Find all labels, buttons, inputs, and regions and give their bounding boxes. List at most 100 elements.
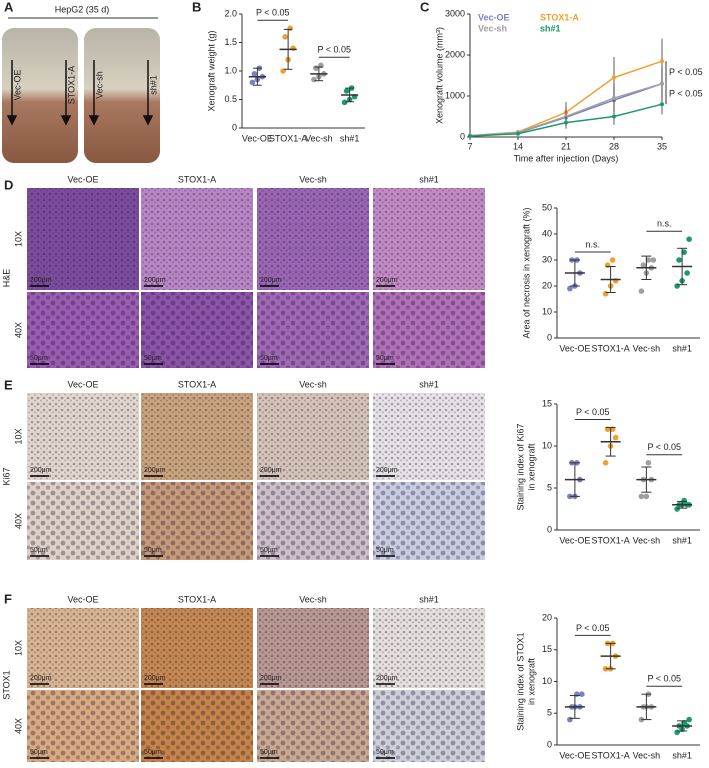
data-point bbox=[645, 460, 652, 466]
micrograph-texture bbox=[257, 188, 369, 290]
data-point bbox=[684, 270, 690, 276]
data-point bbox=[660, 102, 664, 107]
mouse-title: HepG2 (35 d) bbox=[55, 4, 110, 14]
x-tick-label: STOX1-A bbox=[591, 750, 629, 760]
column-header: STOX1-A bbox=[178, 174, 216, 184]
micrograph-texture bbox=[373, 482, 485, 560]
data-point bbox=[602, 291, 609, 297]
panel-letter: F bbox=[4, 591, 12, 606]
data-point bbox=[645, 257, 652, 263]
data-point bbox=[282, 34, 288, 40]
column-header: Vec-sh bbox=[299, 174, 327, 184]
x-tick-label: Vec-OE bbox=[559, 750, 590, 760]
micrograph-texture bbox=[257, 393, 369, 480]
magnification-label: 10X bbox=[13, 428, 23, 444]
x-tick-label: sh#1 bbox=[672, 535, 692, 545]
x-tick-label: STOX1-A bbox=[591, 343, 629, 353]
y-tick-label: 20 bbox=[542, 612, 552, 622]
x-tick-label: STOX1-A bbox=[269, 133, 307, 143]
scale-bar-label: 50μm bbox=[260, 749, 278, 756]
panel-letter: B bbox=[192, 0, 201, 14]
y-tick-label: 0.5 bbox=[224, 94, 237, 104]
x-tick-label: STOX1-A bbox=[591, 535, 629, 545]
data-point bbox=[579, 691, 585, 697]
y-tick-label: 30 bbox=[542, 254, 552, 264]
scale-bar-label: 200μm bbox=[260, 277, 282, 284]
significance-label: n.s. bbox=[657, 219, 672, 229]
y-axis-label: Staining index of STOX1 bbox=[515, 632, 525, 730]
legend-entry: STOX1-A bbox=[540, 12, 579, 22]
y-tick-label: 0 bbox=[547, 739, 552, 749]
column-header: sh#1 bbox=[419, 174, 439, 184]
scale-bar-label: 200μm bbox=[376, 675, 398, 682]
scale-bar-label: 200μm bbox=[144, 467, 166, 474]
y-tick-label: 1.0 bbox=[224, 65, 237, 75]
scale-bar-label: 50μm bbox=[30, 749, 48, 756]
y-tick-label: 5 bbox=[547, 708, 552, 718]
scale-bar-label: 200μm bbox=[144, 277, 166, 284]
stain-label: Ki67 bbox=[1, 467, 11, 485]
scale-bar-label: 200μm bbox=[376, 467, 398, 474]
data-point bbox=[681, 497, 687, 504]
x-tick-label: Vec-OE bbox=[242, 133, 273, 143]
arrows bbox=[6, 60, 154, 126]
column-header: Vec-sh bbox=[299, 594, 327, 604]
column-header: Vec-OE bbox=[67, 379, 98, 389]
scale-bar-label: 50μm bbox=[144, 547, 162, 554]
panel-letter: A bbox=[4, 0, 14, 14]
y-axis-label: Xenograft volume (mm³) bbox=[434, 27, 444, 124]
data-point bbox=[640, 262, 647, 269]
y-tick-label: 2000 bbox=[445, 49, 465, 59]
y-tick-label: 15 bbox=[542, 398, 552, 408]
data-point bbox=[638, 288, 645, 295]
y-tick-label: 2.0 bbox=[224, 8, 237, 18]
x-tick-label: Vec-sh bbox=[633, 750, 661, 760]
data-point bbox=[249, 79, 256, 86]
data-point bbox=[681, 719, 687, 726]
data-point bbox=[650, 257, 657, 263]
scale-bar-label: 50μm bbox=[260, 547, 278, 554]
x-tick-label: Vec-OE bbox=[559, 343, 590, 353]
column-header: sh#1 bbox=[419, 379, 439, 389]
y-tick-label: 0 bbox=[460, 131, 465, 141]
micrograph-texture bbox=[257, 690, 369, 762]
scale-bar-label: 200μm bbox=[30, 675, 52, 682]
scale-bar-label: 50μm bbox=[376, 355, 394, 362]
legend-entry: Vec-sh bbox=[478, 23, 507, 33]
data-point bbox=[676, 257, 682, 263]
mouse-label: Vec-OE bbox=[12, 69, 22, 100]
significance-label: P < 0.05 bbox=[576, 407, 610, 417]
panel-letter: C bbox=[420, 0, 430, 14]
micrograph-texture bbox=[27, 608, 139, 688]
mouse-label: sh#1 bbox=[148, 75, 158, 95]
micrograph-texture bbox=[27, 482, 139, 560]
x-tick-label: 14 bbox=[513, 141, 523, 151]
scale-bar-label: 50μm bbox=[376, 749, 394, 756]
scale-bar-label: 200μm bbox=[260, 467, 282, 474]
scale-bar-label: 50μm bbox=[376, 547, 394, 554]
y-tick-label: 0 bbox=[547, 332, 552, 342]
y-axis-label: Staining index of Ki67 bbox=[515, 423, 525, 510]
data-point bbox=[567, 285, 573, 292]
y-tick-label: 3000 bbox=[445, 8, 465, 18]
scale-bar-label: 200μm bbox=[376, 277, 398, 284]
data-point bbox=[516, 131, 520, 136]
data-point bbox=[612, 114, 616, 119]
scale-bar-label: 200μm bbox=[30, 277, 52, 284]
y-tick-label: 1.5 bbox=[224, 37, 237, 47]
scale-bar-label: 50μm bbox=[260, 355, 278, 362]
micrograph-texture bbox=[27, 292, 139, 368]
mouse-label: Vec-sh bbox=[94, 71, 104, 99]
micrograph-texture bbox=[257, 482, 369, 560]
significance-label: P < 0.05 bbox=[317, 45, 351, 55]
magnification-label: 10X bbox=[13, 231, 23, 247]
column-header: Vec-OE bbox=[67, 594, 98, 604]
column-header: Vec-OE bbox=[67, 174, 98, 184]
data-point bbox=[643, 493, 650, 500]
scale-bar-label: 200μm bbox=[144, 675, 166, 682]
x-tick-label: sh#1 bbox=[340, 133, 360, 143]
y-tick-label: 15 bbox=[542, 644, 552, 654]
x-tick-label: sh#1 bbox=[672, 343, 692, 353]
x-tick-label: Vec-sh bbox=[305, 133, 333, 143]
